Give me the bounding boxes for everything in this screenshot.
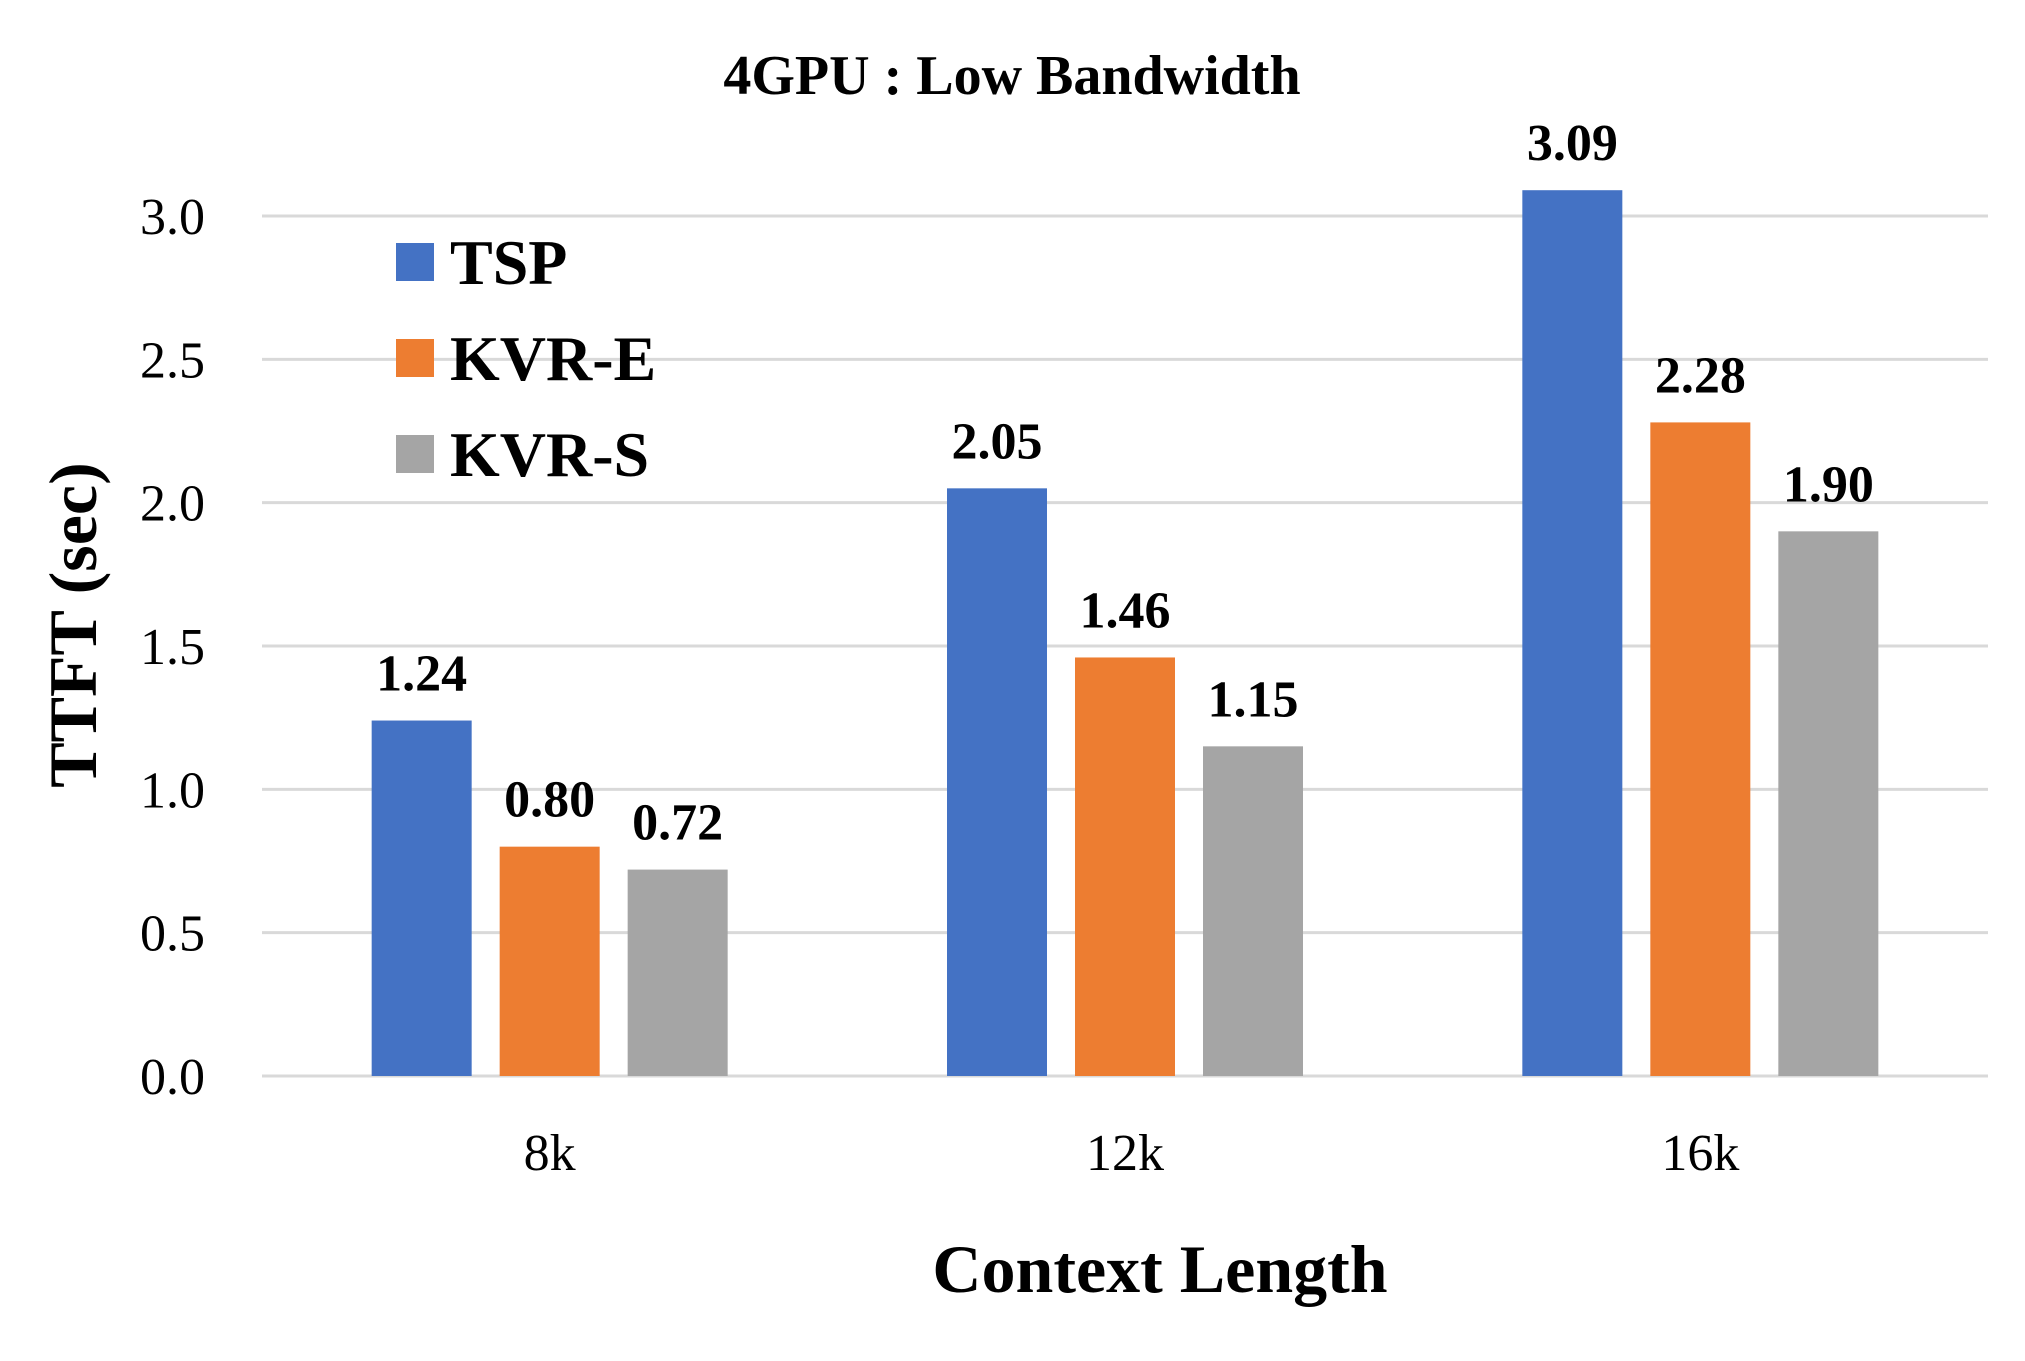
x-tick-label: 16k bbox=[1661, 1125, 1739, 1182]
data-labels: 1.24 0.80 0.72 2.05 1.46 1.15 3.09 2.28 1.90 bbox=[376, 115, 1874, 851]
bar-kvr-s bbox=[1778, 531, 1879, 1076]
bar-kvr-s bbox=[1203, 746, 1303, 1076]
legend: TSP KVR-E KVR-S bbox=[396, 227, 656, 490]
y-tick-label: 2.0 bbox=[140, 476, 205, 533]
data-label: 2.05 bbox=[952, 413, 1043, 470]
bar-kvr-e bbox=[499, 846, 600, 1076]
data-label: 1.15 bbox=[1208, 671, 1299, 728]
chart-title: 4GPU : Low Bandwidth bbox=[723, 45, 1300, 107]
data-label: 0.72 bbox=[632, 795, 723, 852]
bar-tsp bbox=[1522, 190, 1623, 1076]
x-tick-label: 8k bbox=[524, 1125, 576, 1182]
data-label: 0.80 bbox=[504, 772, 595, 829]
bars bbox=[371, 190, 1879, 1076]
bar-kvr-s bbox=[627, 869, 728, 1076]
x-tick-label: 12k bbox=[1086, 1125, 1164, 1182]
x-axis-ticks: 8k 12k 16k bbox=[524, 1125, 1740, 1182]
data-label: 1.24 bbox=[376, 646, 467, 703]
y-axis-title: TTFT (sec) bbox=[35, 462, 111, 788]
bar-kvr-e bbox=[1075, 657, 1175, 1076]
legend-swatch bbox=[396, 435, 434, 473]
bar-tsp bbox=[371, 720, 472, 1076]
x-axis-title: Context Length bbox=[932, 1231, 1387, 1307]
legend-swatch bbox=[396, 339, 434, 377]
y-tick-label: 0.0 bbox=[140, 1049, 205, 1106]
y-tick-label: 1.0 bbox=[140, 762, 205, 819]
data-label: 1.46 bbox=[1080, 582, 1171, 639]
y-tick-label: 2.5 bbox=[140, 332, 205, 389]
data-label: 2.28 bbox=[1655, 347, 1746, 404]
bar-kvr-e bbox=[1650, 422, 1751, 1076]
y-tick-label: 3.0 bbox=[140, 189, 205, 246]
y-tick-label: 1.5 bbox=[140, 619, 205, 676]
y-tick-label: 0.5 bbox=[140, 906, 205, 963]
legend-label: TSP bbox=[450, 227, 567, 298]
bar-tsp bbox=[947, 488, 1047, 1076]
legend-label: KVR-S bbox=[450, 419, 649, 490]
data-label: 3.09 bbox=[1527, 115, 1618, 172]
legend-label: KVR-E bbox=[450, 323, 656, 394]
data-label: 1.90 bbox=[1783, 456, 1874, 513]
legend-swatch bbox=[396, 243, 434, 281]
y-axis-ticks: 0.0 0.5 1.0 1.5 2.0 2.5 3.0 bbox=[140, 189, 205, 1106]
